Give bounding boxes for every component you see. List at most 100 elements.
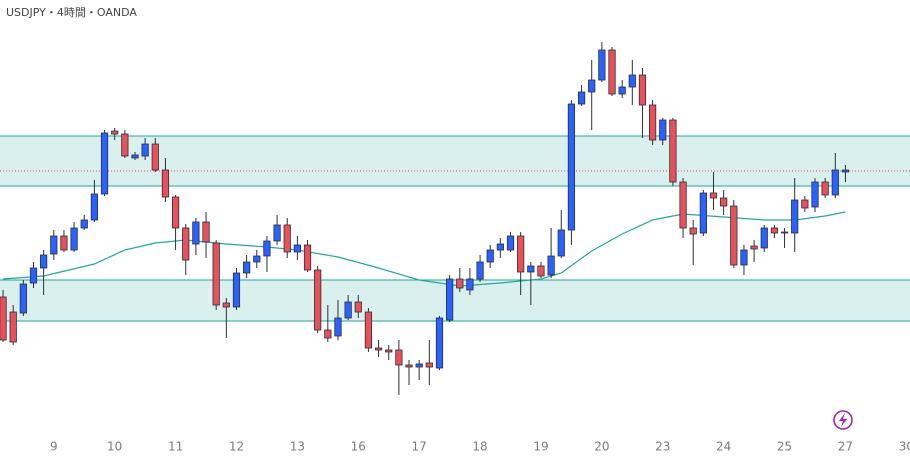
candle-body (202, 221, 210, 243)
candle-body (780, 231, 789, 234)
candle-body (618, 86, 626, 95)
candle-body (232, 272, 241, 308)
candle-body (50, 235, 58, 255)
candle-body (709, 192, 718, 199)
x-tick-label: 25 (777, 440, 792, 454)
candle-body (841, 169, 850, 173)
candle-body (60, 235, 68, 251)
x-tick-label: 12 (229, 440, 244, 454)
candle-body (801, 199, 809, 209)
candle-body (364, 311, 373, 349)
x-tick-label: 18 (472, 440, 487, 454)
candle-body (466, 278, 474, 291)
candle-body (425, 362, 433, 368)
candle-body (557, 229, 565, 257)
candle-body (730, 205, 738, 266)
candle-body (791, 199, 799, 234)
candle-body (456, 278, 464, 289)
candle-body (80, 219, 88, 229)
x-tick-label: 9 (50, 440, 58, 454)
candle-body (567, 103, 576, 231)
candle-body (435, 317, 444, 369)
moving-average (3, 211, 846, 287)
candle-body (19, 283, 27, 314)
candle-body (831, 169, 839, 196)
candle-body (324, 329, 332, 339)
candle-body (90, 193, 98, 221)
x-tick-label: 23 (655, 440, 670, 454)
x-tick-label: 19 (533, 440, 548, 454)
candle-body (608, 49, 616, 95)
candle-body (100, 132, 109, 195)
candle-body (689, 227, 697, 235)
candle-body (171, 196, 180, 229)
x-tick-label: 10 (107, 440, 122, 454)
zone (0, 280, 910, 321)
candle-body (253, 255, 261, 263)
candle-body (141, 143, 149, 157)
x-tick-label: 13 (290, 440, 305, 454)
candle-body (446, 278, 454, 321)
candle-body (720, 197, 728, 207)
candle-body (243, 261, 251, 274)
candle-body (750, 245, 758, 250)
zone (0, 136, 910, 186)
x-tick-label: 30 (899, 440, 910, 454)
candle-body (395, 349, 403, 366)
candle-body (405, 364, 413, 368)
icon-bolt (839, 413, 847, 427)
x-tick-label: 16 (351, 440, 366, 454)
candle-body (537, 265, 545, 277)
candle-body (598, 49, 606, 81)
icon-ring (833, 410, 853, 430)
candle-body (740, 249, 748, 266)
candle-body (273, 224, 281, 242)
candle-body (679, 181, 687, 229)
candle-body (314, 269, 322, 331)
candle-body (222, 302, 230, 308)
candle-body (476, 261, 484, 280)
candle-body (649, 104, 657, 141)
candle-body (293, 244, 301, 253)
lightning-icon[interactable] (833, 410, 853, 430)
x-tick-label: 20 (594, 440, 609, 454)
candle-body (161, 169, 170, 198)
candle-body (182, 227, 190, 261)
candle-body (628, 74, 636, 88)
candle-body (760, 227, 768, 249)
candle-body (811, 181, 819, 208)
candle-body (638, 74, 647, 106)
candle-body (29, 267, 38, 284)
candle-body (121, 133, 129, 157)
candle-body (659, 119, 667, 141)
chart-title: USDJPY・4時間・OANDA (6, 6, 137, 19)
x-tick-label: 17 (412, 440, 427, 454)
x-tick-label: 27 (838, 440, 853, 454)
candle-body (669, 119, 677, 183)
candle-body (770, 227, 779, 234)
candle-body (486, 249, 494, 263)
candle-body (517, 235, 525, 273)
candle-body (111, 130, 119, 135)
candle-body (496, 243, 504, 251)
candle-body (212, 242, 220, 306)
candle-body (354, 301, 362, 313)
candle-body (334, 317, 342, 337)
x-tick-label: 24 (716, 440, 731, 454)
candle-body (151, 143, 159, 171)
candle-body (547, 255, 555, 276)
candle-body (70, 227, 78, 251)
candle-body (385, 349, 393, 353)
candle-body (40, 254, 48, 269)
candle-body (0, 296, 7, 341)
candle-body (9, 311, 17, 343)
x-tick-label: 11 (168, 440, 183, 454)
candle-body (374, 347, 383, 351)
candle-body (283, 224, 291, 253)
candle-body (821, 181, 829, 196)
candle-body (415, 363, 423, 368)
candle-body (131, 154, 139, 159)
candle-body (303, 244, 312, 271)
candle-body (699, 192, 707, 234)
